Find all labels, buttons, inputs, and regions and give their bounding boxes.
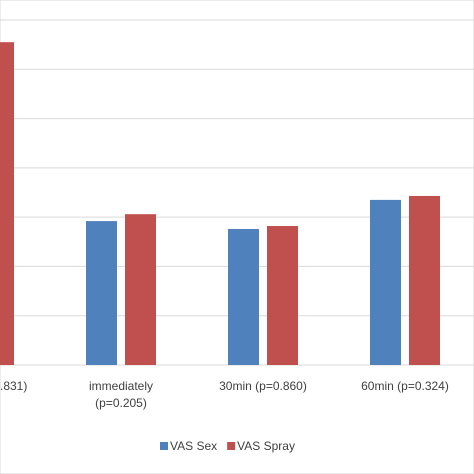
- x-tick-label: .831): [0, 379, 27, 393]
- x-tick-label: 60min (p=0.324): [361, 379, 449, 393]
- bar: [370, 199, 401, 365]
- legend-label: VAS Spray: [237, 439, 295, 453]
- bar: [228, 228, 259, 365]
- x-tick-label: immediately (p=0.205): [89, 379, 153, 410]
- bar: [267, 226, 298, 365]
- legend-label: VAS Sex: [170, 439, 217, 453]
- bar: [86, 221, 117, 365]
- bar: [409, 195, 440, 365]
- x-tick-label: 30min (p=0.860): [219, 379, 307, 393]
- bar: [125, 214, 156, 365]
- legend-swatch: [227, 442, 236, 450]
- legend-swatch: [160, 442, 168, 450]
- bar: [0, 42, 14, 366]
